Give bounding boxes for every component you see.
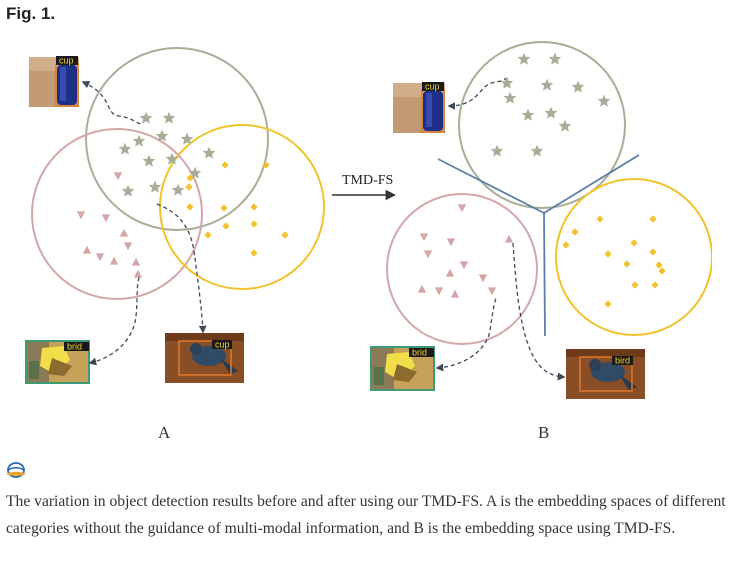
bird-class-points-a: [76, 172, 143, 278]
bird-image-a-left[interactable]: brid: [25, 340, 90, 384]
yellow-class-points-b: [562, 215, 666, 308]
panel-a-label: A: [158, 423, 171, 442]
cup-image-b-label: cup: [425, 82, 440, 92]
bird-image-b-right[interactable]: bird: [566, 349, 645, 399]
cup-class-cluster-a: [85, 47, 269, 231]
panel-b-label: B: [538, 423, 549, 442]
class-separators: [437, 154, 640, 337]
bird-image-b-left-label: brid: [412, 348, 427, 358]
cup-image-b[interactable]: cup: [393, 82, 445, 134]
yellow-class-cluster-b: [555, 178, 712, 336]
bird-image-b-left[interactable]: brid: [370, 346, 435, 391]
yellow-class-cluster-a: [159, 124, 325, 290]
panel-b: cup brid bird B: [370, 41, 712, 442]
cup-class-points-a: [118, 111, 216, 197]
bird-image-b-right-label: bird: [615, 356, 630, 366]
figure-illustration[interactable]: cup brid cup A: [24, 36, 712, 444]
panel-a: cup brid cup A: [25, 47, 325, 442]
cup-class-cluster-b: [458, 41, 626, 209]
figure-label: Fig. 1.: [6, 4, 56, 23]
bird-class-cluster-a: [31, 128, 203, 300]
image-viewer-icon[interactable]: [5, 461, 27, 479]
cup-class-points-b: [490, 52, 611, 157]
tmd-fs-arrow-label: TMD-FS: [342, 173, 393, 188]
figure-caption: The variation in object detection result…: [6, 493, 726, 537]
tmd-fs-arrow: TMD-FS: [332, 173, 397, 201]
cup-image-a[interactable]: cup: [29, 56, 79, 108]
bird-image-a-left-label: brid: [67, 342, 82, 352]
bird-class-points-b: [417, 204, 514, 298]
bird-class-cluster-b: [386, 193, 538, 345]
cup-image-a-label: cup: [59, 56, 74, 66]
bird-image-a-right[interactable]: cup: [165, 333, 244, 383]
bird-image-a-right-label: cup: [215, 340, 230, 350]
